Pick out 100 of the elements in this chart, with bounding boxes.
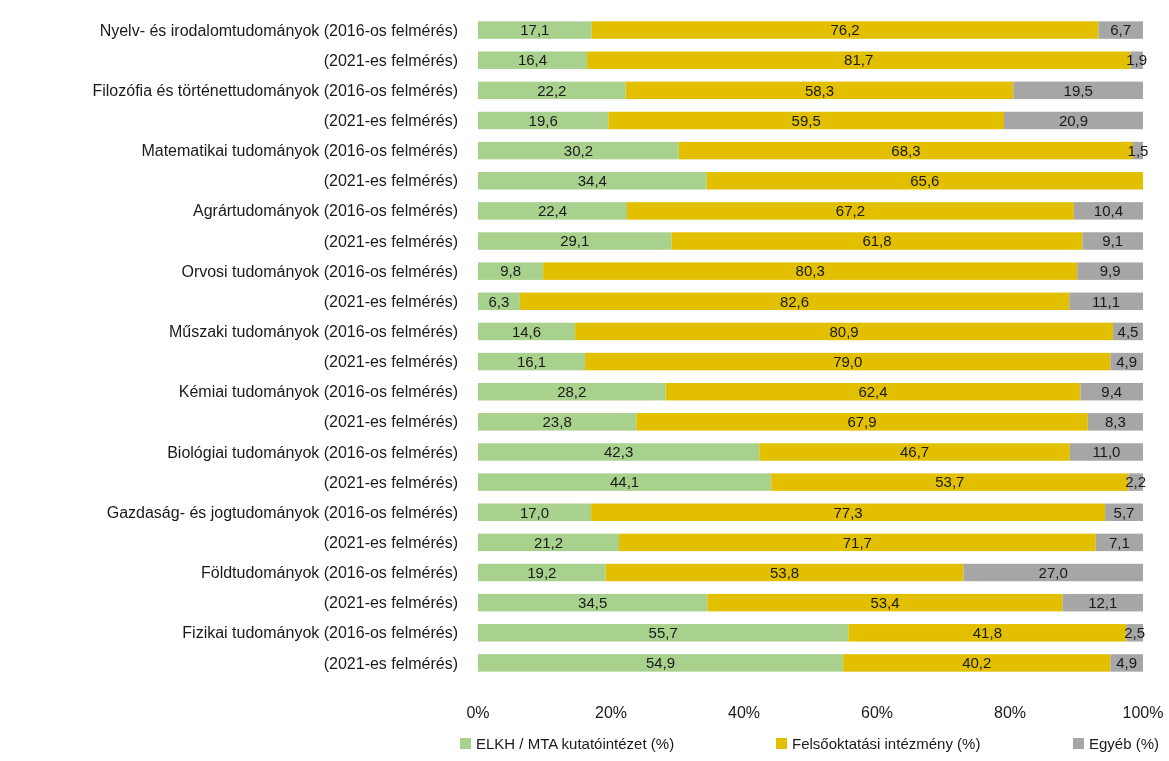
bar xyxy=(707,593,1063,612)
bar xyxy=(759,443,1070,461)
data-label: 59,5 xyxy=(791,111,821,129)
legend-label: Egyéb (%) xyxy=(1089,735,1160,752)
bar xyxy=(618,533,1096,552)
y-tick-label: (2021-es felmérés) xyxy=(323,112,458,130)
data-label: 65,6 xyxy=(910,172,940,189)
bar xyxy=(608,111,1005,130)
bar xyxy=(1013,81,1144,100)
bar xyxy=(478,413,637,431)
data-label: 9,4 xyxy=(1101,382,1123,400)
data-label: 76,2 xyxy=(830,21,860,39)
bar xyxy=(519,292,1070,311)
data-label: 53,4 xyxy=(870,593,900,611)
bar xyxy=(478,654,844,672)
data-label: 22,2 xyxy=(537,81,567,99)
data-label: 81,7 xyxy=(844,51,874,69)
data-label: 11,1 xyxy=(1092,292,1121,310)
y-tick-label: (2021-es felmérés) xyxy=(323,51,458,69)
data-label: 10,4 xyxy=(1093,202,1124,220)
y-tick-label: (2021-es felmérés) xyxy=(323,292,458,310)
legend-label: Felsőoktatási intézmény (%) xyxy=(792,735,981,752)
bar xyxy=(478,624,849,642)
x-tick-label: 40% xyxy=(727,704,761,721)
bar xyxy=(478,503,592,521)
data-label: 4,9 xyxy=(1116,352,1138,370)
data-label: 77,3 xyxy=(833,503,863,521)
bar xyxy=(478,382,666,401)
x-tick-label: 20% xyxy=(594,704,628,721)
data-label: 4,5 xyxy=(1117,322,1139,340)
data-label: 19,5 xyxy=(1063,81,1093,99)
bar xyxy=(591,503,1106,521)
data-label: 19,2 xyxy=(527,563,557,581)
data-label: 79,0 xyxy=(833,352,863,370)
bar xyxy=(1073,202,1143,220)
bar xyxy=(478,473,772,491)
data-label: 7,1 xyxy=(1108,533,1130,551)
bar xyxy=(671,232,1083,250)
bar xyxy=(478,593,708,612)
data-label: 6,3 xyxy=(488,292,510,310)
y-tick-label: Nyelv- és irodalomtudományok (2016-os felmérés) xyxy=(99,21,458,39)
data-label: 19,6 xyxy=(528,111,558,129)
data-label: 17,0 xyxy=(519,503,550,521)
bar xyxy=(478,352,586,371)
bar xyxy=(478,232,672,250)
data-label: 8,3 xyxy=(1104,413,1126,431)
bar xyxy=(1069,443,1143,461)
data-label: 62,4 xyxy=(858,382,888,400)
data-label: 11,0 xyxy=(1092,443,1121,461)
data-label: 54,9 xyxy=(645,654,676,672)
data-label: 20,9 xyxy=(1058,111,1089,129)
bar xyxy=(963,563,1143,582)
bar xyxy=(478,21,592,39)
y-tick-label: (2021-es felmérés) xyxy=(323,353,458,371)
x-tick-label: 60% xyxy=(860,704,894,721)
bar xyxy=(848,624,1127,642)
data-label: 9,8 xyxy=(500,262,522,280)
y-tick-label: (2021-es felmérés) xyxy=(323,473,458,491)
data-label: 16,1 xyxy=(516,352,547,370)
data-label: 22,4 xyxy=(537,202,568,220)
data-label: 9,1 xyxy=(1102,232,1124,250)
bar xyxy=(478,563,606,582)
data-label: 17,1 xyxy=(520,21,550,39)
bar xyxy=(706,172,1143,190)
data-label: 53,8 xyxy=(769,563,800,581)
data-label: 61,8 xyxy=(862,232,892,250)
bar xyxy=(843,654,1111,672)
bar xyxy=(625,81,1014,100)
data-label: 41,8 xyxy=(972,624,1002,642)
data-label: 68,3 xyxy=(891,141,921,159)
x-tick-label: 80% xyxy=(993,704,1027,721)
bar xyxy=(478,172,707,190)
bar xyxy=(478,202,627,220)
bar xyxy=(665,382,1081,401)
data-label: 12,1 xyxy=(1088,593,1118,611)
y-tick-label: Műszaki tudományok (2016-os felmérés) xyxy=(168,323,458,341)
y-tick-label: Matematikai tudományok (2016-os felmérés) xyxy=(141,142,458,160)
data-label: 27,0 xyxy=(1038,563,1068,581)
data-label: 29,1 xyxy=(560,232,590,250)
data-label: 80,9 xyxy=(829,322,859,340)
bar xyxy=(1004,111,1144,130)
legend-label: ELKH / MTA kutatóintézet (%) xyxy=(476,735,675,752)
data-label: 44,1 xyxy=(610,473,640,491)
y-tick-label: (2021-es felmérés) xyxy=(323,533,458,551)
data-label: 58,3 xyxy=(804,81,835,99)
data-label: 42,3 xyxy=(604,443,634,461)
y-tick-label: Orvosi tudományok (2016-os felmérés) xyxy=(181,262,458,280)
y-tick-label: (2021-es felmérés) xyxy=(323,172,458,190)
bar xyxy=(543,262,1078,280)
data-label: 23,8 xyxy=(542,413,572,431)
data-label: 30,2 xyxy=(563,141,594,159)
y-tick-label: Gazdaság- és jogtudományok (2016-os felmérés) xyxy=(106,503,458,521)
data-label: 71,7 xyxy=(842,533,872,551)
bar xyxy=(636,413,1088,431)
y-tick-label: (2021-es felmérés) xyxy=(323,232,458,250)
y-tick-label: Fizikai tudományok (2016-os felmérés) xyxy=(182,624,458,642)
y-tick-label: Kémiai tudományok (2016-os felmérés) xyxy=(178,383,458,401)
data-label: 28,2 xyxy=(557,382,587,400)
data-label: 21,2 xyxy=(533,533,564,551)
data-label: 67,2 xyxy=(835,202,865,220)
